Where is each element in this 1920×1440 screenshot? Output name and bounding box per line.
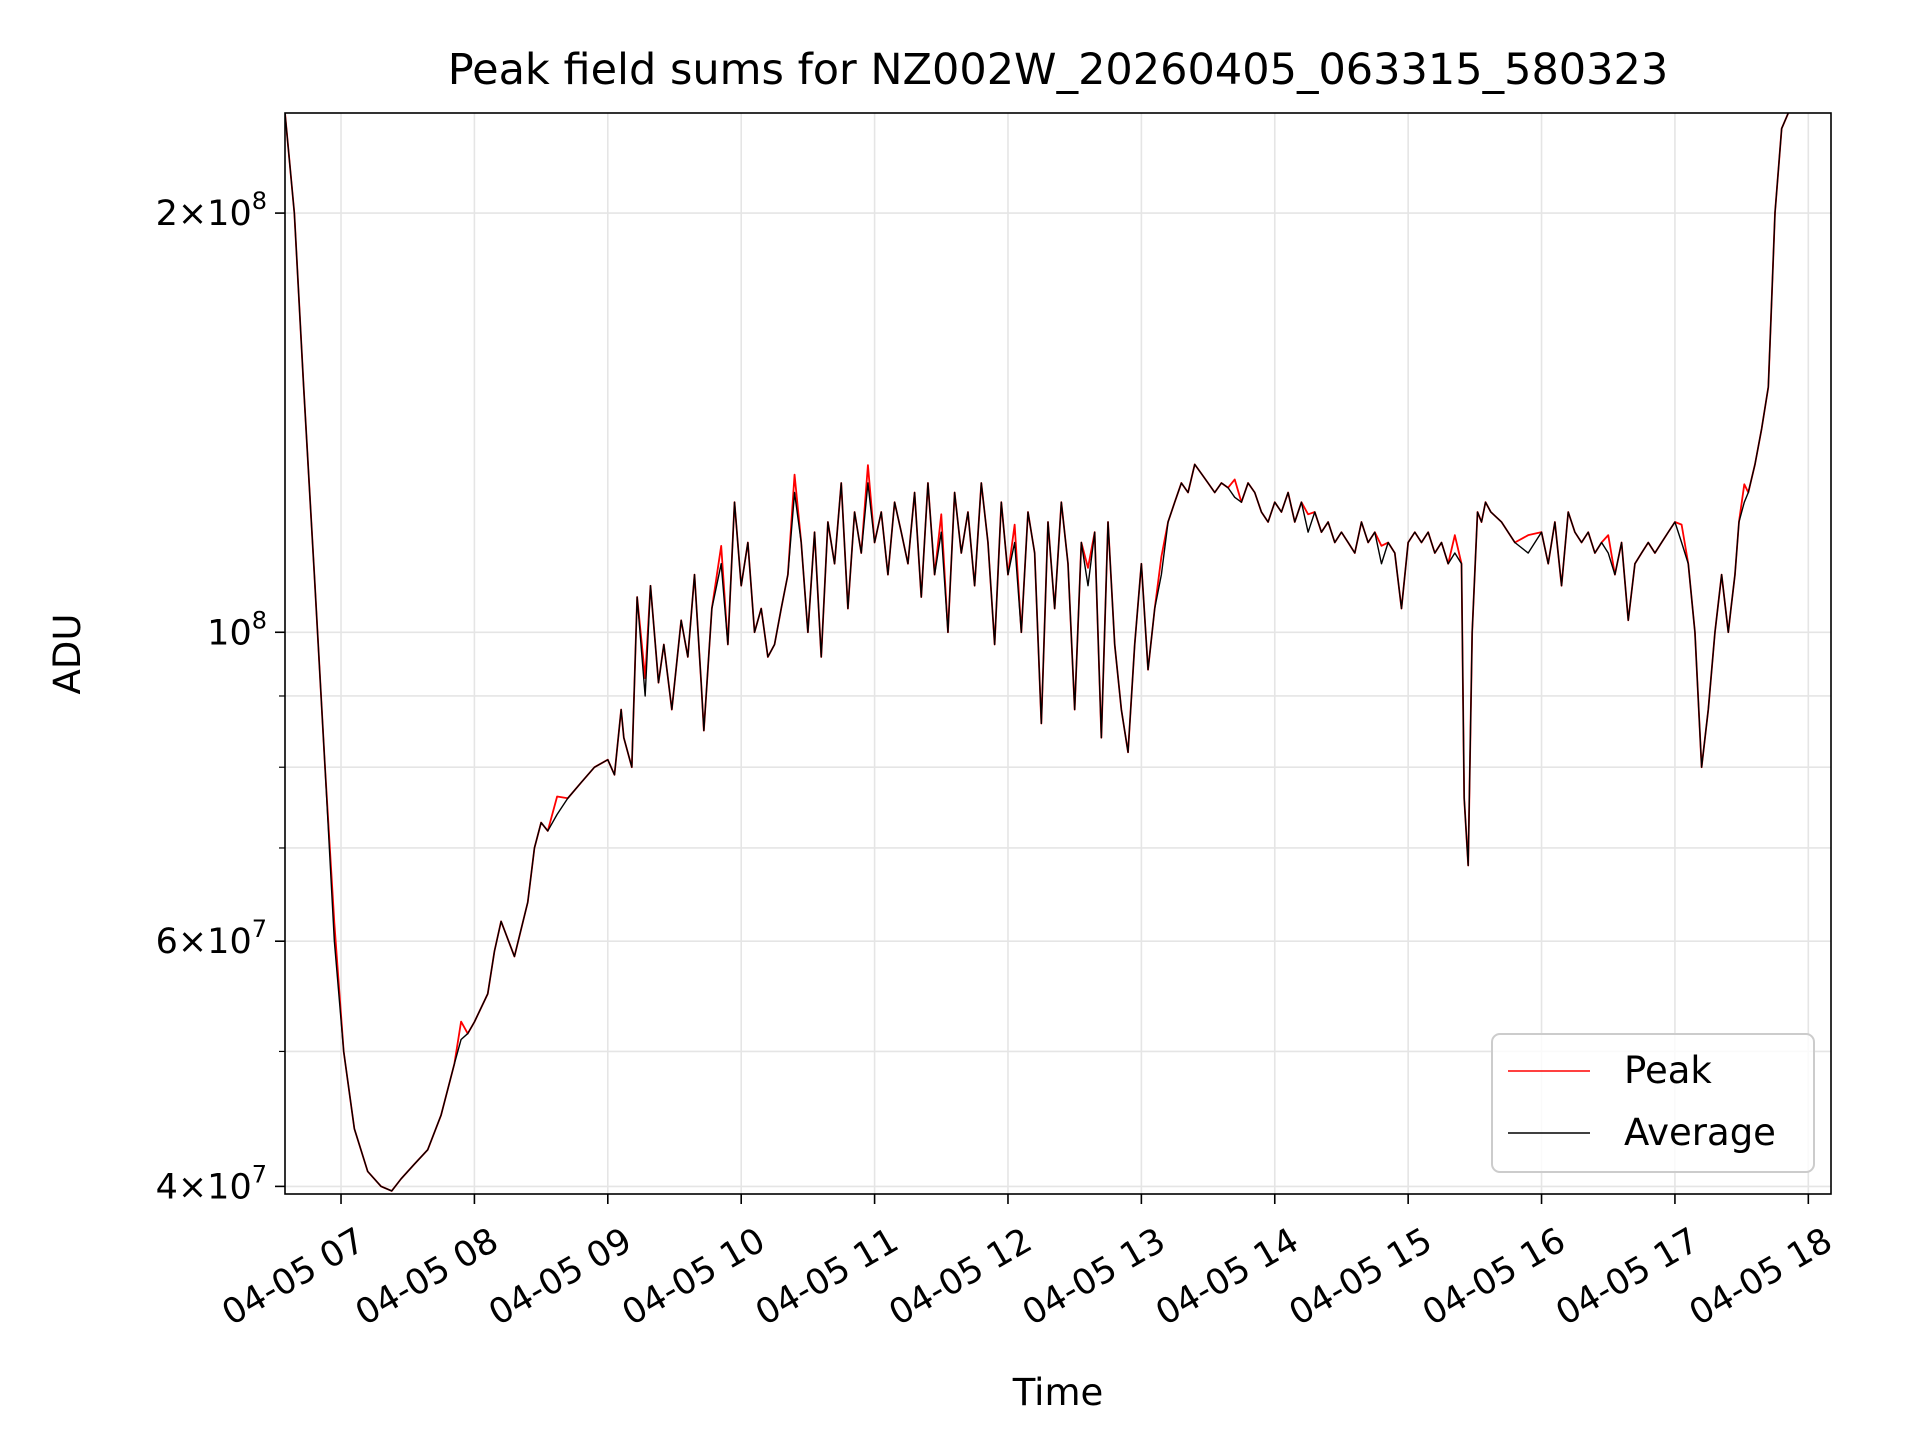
legend-box <box>1491 1033 1815 1173</box>
legend: Peak Average <box>1491 1033 1815 1173</box>
y-axis: 4×107 6×107 108 2×108 <box>156 187 285 1207</box>
legend-label-average: Average <box>1624 1111 1776 1154</box>
y-tick-label: 2×108 <box>156 187 267 234</box>
y-tick-label: 6×107 <box>156 915 267 962</box>
y-tick-label: 4×107 <box>156 1160 267 1207</box>
x-axis-label: Time <box>1012 1371 1104 1414</box>
series-line-average <box>285 113 1789 1192</box>
y-tick-label: 108 <box>207 606 267 653</box>
y-axis-label: ADU <box>46 614 89 695</box>
legend-label-peak: Peak <box>1624 1049 1712 1092</box>
chart-title: Peak field sums for NZ002W_20260405_0633… <box>448 45 1669 95</box>
plot-area <box>285 113 1790 1192</box>
plot-frame <box>284 112 1832 1195</box>
